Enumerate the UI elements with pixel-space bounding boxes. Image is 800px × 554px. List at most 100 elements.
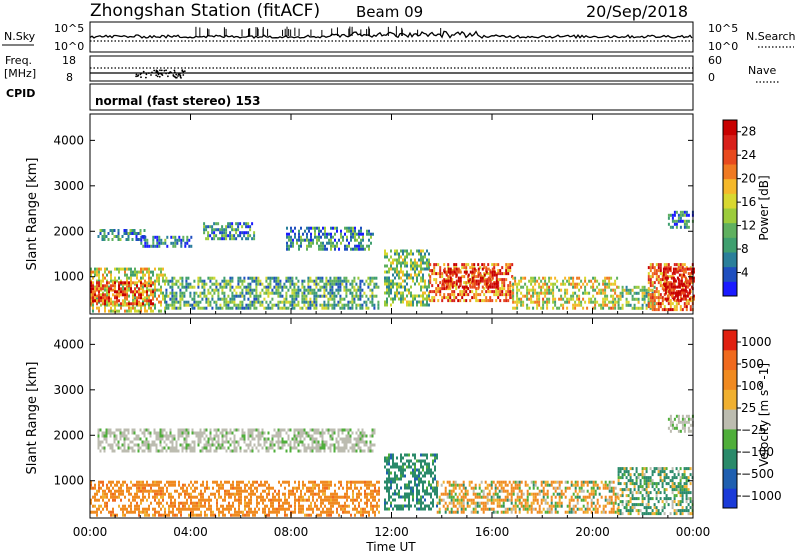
heatmap-cell <box>471 270 474 274</box>
heatmap-cell <box>134 309 136 313</box>
heatmap-cell <box>487 290 490 294</box>
heatmap-cell <box>469 290 472 294</box>
heatmap-cell <box>651 293 654 297</box>
heatmap-cell <box>475 296 478 300</box>
heatmap-cell <box>303 428 306 432</box>
heatmap-cell <box>326 483 328 487</box>
heatmap-cell <box>112 281 114 285</box>
heatmap-cell <box>428 252 430 256</box>
heatmap-cell <box>152 235 155 239</box>
heatmap-cell <box>384 486 386 490</box>
heatmap-cell <box>128 498 130 502</box>
heatmap-cell <box>574 300 577 304</box>
heatmap-cell <box>174 498 176 502</box>
heatmap-cell <box>275 288 278 292</box>
heatmap-cell <box>371 434 374 438</box>
heatmap-cell <box>241 231 244 235</box>
heatmap-cell <box>122 299 124 303</box>
heatmap-cell <box>576 297 579 301</box>
cpid-label: CPID <box>6 87 35 100</box>
heatmap-cell <box>152 281 154 285</box>
heatmap-cell <box>266 486 268 490</box>
heatmap-cell <box>657 299 660 303</box>
heatmap-cell <box>345 446 348 450</box>
heatmap-cell <box>431 296 434 300</box>
heatmap-cell <box>271 306 274 310</box>
heatmap-cell <box>220 495 222 499</box>
heatmap-cell <box>367 449 370 453</box>
heatmap-cell <box>357 437 360 441</box>
heatmap-cell <box>396 507 398 511</box>
heatmap-cell <box>552 282 555 286</box>
heatmap-cell <box>142 510 144 514</box>
heatmap-cell <box>686 294 689 298</box>
heatmap-cell <box>246 495 248 499</box>
heatmap-cell <box>315 300 318 304</box>
heatmap-cell <box>542 291 545 295</box>
heatmap-cell <box>499 272 502 276</box>
heatmap-cell <box>651 284 654 288</box>
heatmap-cell <box>120 492 122 496</box>
heatmap-cell <box>324 483 326 487</box>
heatmap-cell <box>150 281 152 285</box>
heatmap-cell <box>477 263 480 267</box>
heatmap-cell <box>311 443 314 447</box>
heatmap-cell <box>94 296 96 300</box>
heatmap-cell <box>96 489 98 493</box>
heatmap-cell <box>262 501 264 505</box>
heatmap-cell <box>400 465 402 469</box>
heatmap-cell <box>268 507 270 511</box>
heatmap-cell <box>318 483 320 487</box>
heatmap-cell <box>196 501 198 505</box>
heatmap-cell <box>663 308 666 312</box>
heatmap-cell <box>112 284 114 288</box>
heatmap-cell <box>118 291 120 295</box>
heatmap-cell <box>497 290 500 294</box>
heatmap-cell <box>127 232 130 235</box>
heatmap-cell <box>217 428 220 432</box>
heatmap-cell <box>532 288 535 292</box>
heatmap-cell <box>178 480 180 484</box>
heatmap-cell <box>655 275 658 279</box>
heatmap-cell <box>247 428 250 432</box>
heatmap-cell <box>119 428 122 432</box>
heatmap-cell <box>203 428 206 432</box>
heatmap-cell <box>197 303 200 307</box>
heatmap-cell <box>687 225 690 229</box>
heatmap-cell <box>388 507 390 511</box>
heatmap-cell <box>291 306 294 310</box>
heatmap-cell <box>402 297 404 301</box>
heatmap-cell <box>542 300 545 304</box>
heatmap-cell <box>633 303 636 307</box>
heatmap-cell <box>99 428 102 432</box>
heatmap-cell <box>485 296 488 300</box>
heatmap-cell <box>153 440 156 444</box>
heatmap-cell <box>631 306 634 310</box>
heatmap-cell <box>295 282 298 286</box>
heatmap-cell <box>233 434 236 438</box>
freq-dot <box>155 69 158 72</box>
heatmap-cell <box>237 443 240 447</box>
heatmap-cell <box>371 300 374 304</box>
heatmap-cell <box>481 279 484 283</box>
heatmap-cell <box>560 297 563 301</box>
freq-dot <box>181 69 184 72</box>
heatmap-cell <box>345 285 348 289</box>
heatmap-cell <box>250 510 252 514</box>
heatmap-cell <box>536 300 539 304</box>
heatmap-cell <box>98 299 100 303</box>
heatmap-cell <box>410 459 412 463</box>
heatmap-cell <box>125 428 128 432</box>
heatmap-cell <box>142 480 144 484</box>
heatmap-cell <box>647 272 650 276</box>
heatmap-cell <box>150 244 153 248</box>
heatmap-cell <box>408 303 410 307</box>
heatmap-cell <box>168 492 170 496</box>
heatmap-cell <box>163 446 166 450</box>
heatmap-cell <box>394 465 396 469</box>
heatmap-cell <box>221 431 224 435</box>
heatmap-cell <box>435 287 438 291</box>
heatmap-cell <box>203 282 206 286</box>
heatmap-cell <box>355 291 358 295</box>
heatmap-cell <box>181 446 184 450</box>
